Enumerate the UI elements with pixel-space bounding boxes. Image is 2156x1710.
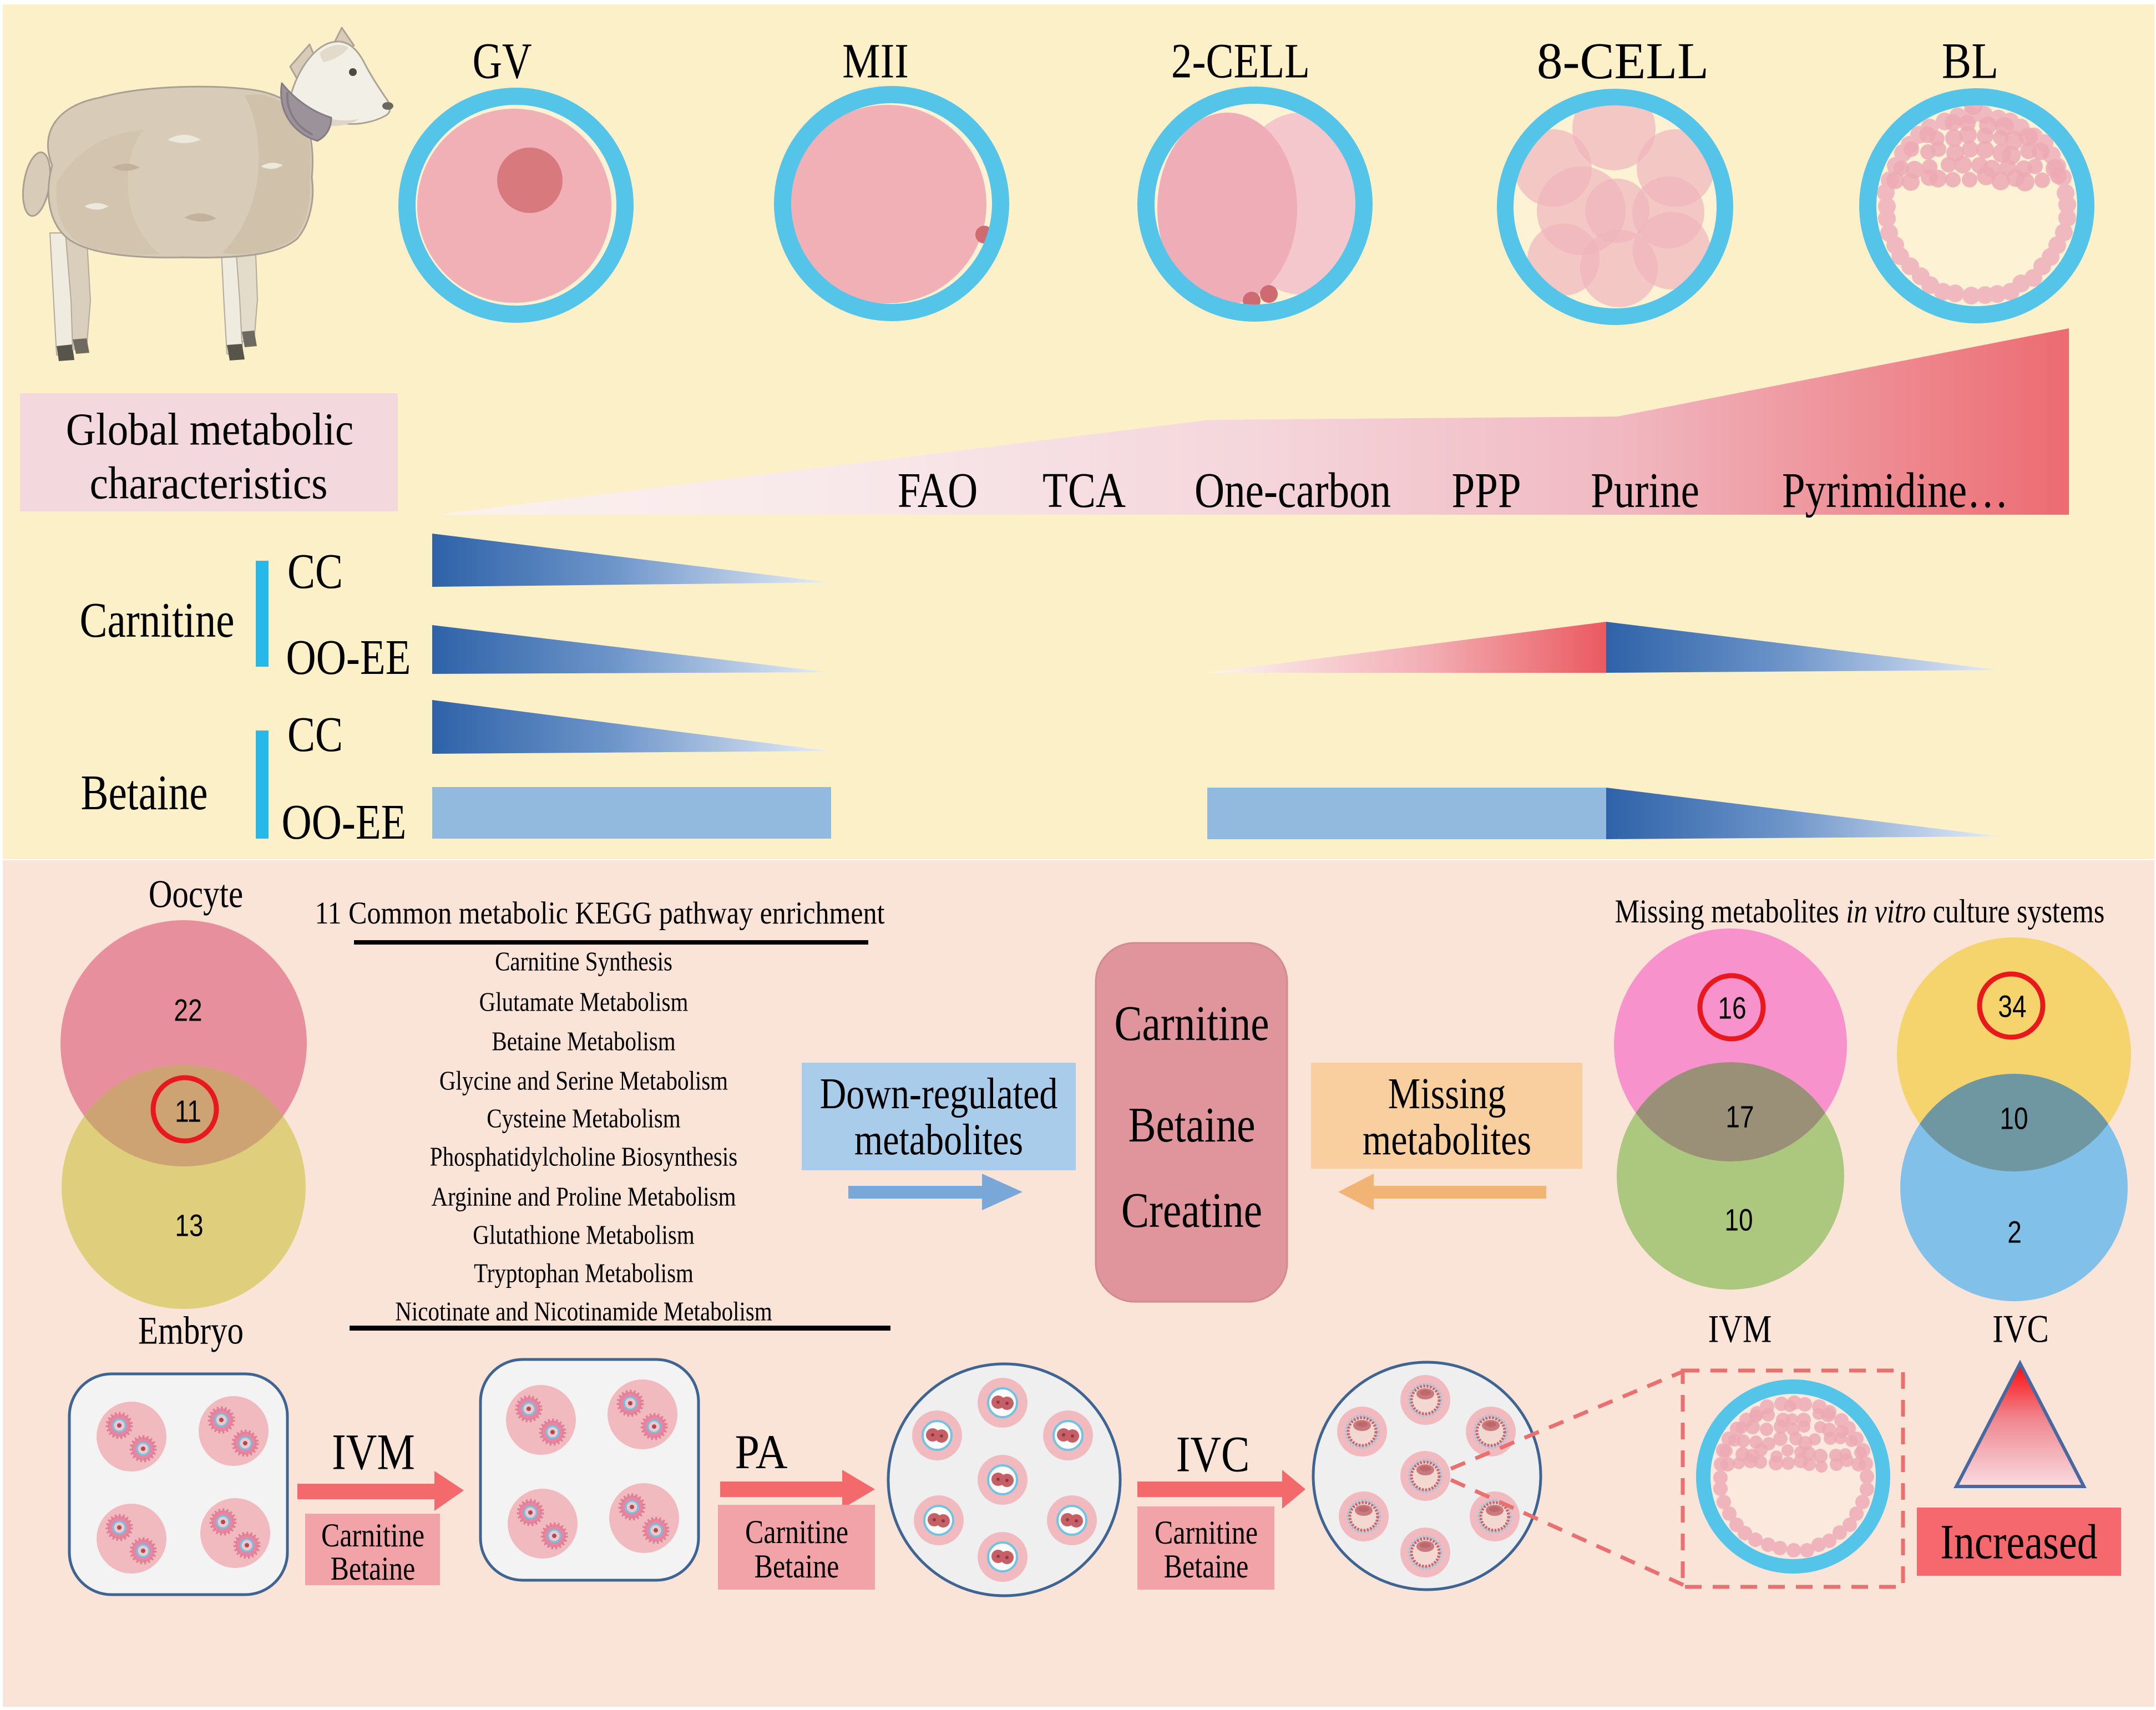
svg-text:Down-regulated: Down-regulated — [820, 1069, 1058, 1118]
svg-text:13: 13 — [175, 1208, 203, 1242]
svg-text:11 Common metabolic KEGG pathw: 11 Common metabolic KEGG pathway enrichm… — [315, 895, 885, 931]
svg-text:Carnitine Synthesis: Carnitine Synthesis — [495, 946, 672, 976]
svg-text:Carnitine: Carnitine — [745, 1514, 848, 1550]
svg-text:10: 10 — [1724, 1202, 1753, 1237]
svg-text:Creatine: Creatine — [1121, 1182, 1262, 1237]
svg-text:Glutathione Metabolism: Glutathione Metabolism — [473, 1220, 695, 1250]
svg-text:17: 17 — [1725, 1099, 1754, 1134]
svg-text:PPP: PPP — [1451, 462, 1521, 517]
svg-text:Embryo: Embryo — [138, 1309, 244, 1352]
svg-text:Carnitine: Carnitine — [1114, 995, 1269, 1051]
svg-text:Carnitine: Carnitine — [1155, 1514, 1258, 1551]
svg-text:10: 10 — [2000, 1101, 2028, 1135]
svg-text:IVM: IVM — [332, 1424, 415, 1480]
svg-text:Cysteine Metabolism: Cysteine Metabolism — [487, 1103, 680, 1133]
svg-text:Global metabolic: Global metabolic — [66, 404, 354, 455]
svg-text:16: 16 — [1718, 991, 1746, 1025]
svg-text:34: 34 — [1998, 989, 2026, 1023]
svg-text:Carnitine: Carnitine — [321, 1517, 424, 1554]
svg-text:MII: MII — [842, 34, 909, 89]
svg-text:Betaine: Betaine — [1164, 1548, 1249, 1585]
svg-text:Purine: Purine — [1591, 462, 1699, 517]
svg-text:Glutamate Metabolism: Glutamate Metabolism — [479, 987, 689, 1017]
svg-text:Betaine Metabolism: Betaine Metabolism — [492, 1026, 675, 1056]
svg-text:11: 11 — [175, 1094, 201, 1128]
svg-text:Oocyte: Oocyte — [149, 872, 243, 916]
svg-text:Carnitine: Carnitine — [79, 592, 234, 647]
svg-text:IVC: IVC — [1176, 1426, 1250, 1483]
svg-text:Betaine: Betaine — [80, 764, 207, 820]
svg-text:2: 2 — [2007, 1215, 2022, 1249]
svg-text:22: 22 — [174, 993, 202, 1027]
svg-text:Betaine: Betaine — [331, 1550, 416, 1587]
svg-text:metabolites: metabolites — [854, 1115, 1023, 1164]
svg-text:Glycine and Serine Metabolism: Glycine and Serine Metabolism — [439, 1065, 728, 1095]
svg-text:GV: GV — [473, 33, 532, 90]
svg-text:metabolites: metabolites — [1363, 1115, 1531, 1164]
svg-text:2-CELL: 2-CELL — [1171, 33, 1310, 88]
svg-text:CC: CC — [287, 706, 343, 762]
svg-text:Increased: Increased — [1940, 1514, 2097, 1569]
svg-text:OO-EE: OO-EE — [286, 629, 411, 684]
svg-text:Nicotinate and Nicotinamide Me: Nicotinate and Nicotinamide Metabolism — [395, 1296, 772, 1326]
svg-text:Arginine and Proline Metabolis: Arginine and Proline Metabolism — [431, 1181, 736, 1211]
svg-text:CC: CC — [287, 543, 343, 598]
svg-text:FAO: FAO — [898, 462, 978, 517]
svg-text:Betaine: Betaine — [1128, 1097, 1255, 1152]
svg-text:characteristics: characteristics — [90, 458, 328, 509]
svg-text:PA: PA — [735, 1425, 788, 1479]
svg-text:8-CELL: 8-CELL — [1537, 33, 1709, 90]
svg-text:Betaine: Betaine — [755, 1548, 839, 1585]
svg-text:TCA: TCA — [1042, 462, 1126, 517]
svg-text:IVC: IVC — [1992, 1307, 2049, 1351]
svg-text:BL: BL — [1942, 32, 1998, 89]
svg-text:Missing metabolites in vitro c: Missing metabolites in vitro culture sys… — [1615, 893, 2105, 930]
svg-text:Phosphatidylcholine Biosynthes: Phosphatidylcholine Biosynthesis — [430, 1141, 737, 1171]
svg-text:Pyrimidine…: Pyrimidine… — [1782, 462, 2008, 517]
svg-text:Tryptophan Metabolism: Tryptophan Metabolism — [474, 1258, 694, 1288]
svg-text:Missing: Missing — [1388, 1069, 1506, 1118]
svg-text:One-carbon: One-carbon — [1195, 462, 1391, 517]
svg-text:IVM: IVM — [1708, 1307, 1772, 1351]
svg-text:OO-EE: OO-EE — [282, 794, 407, 849]
